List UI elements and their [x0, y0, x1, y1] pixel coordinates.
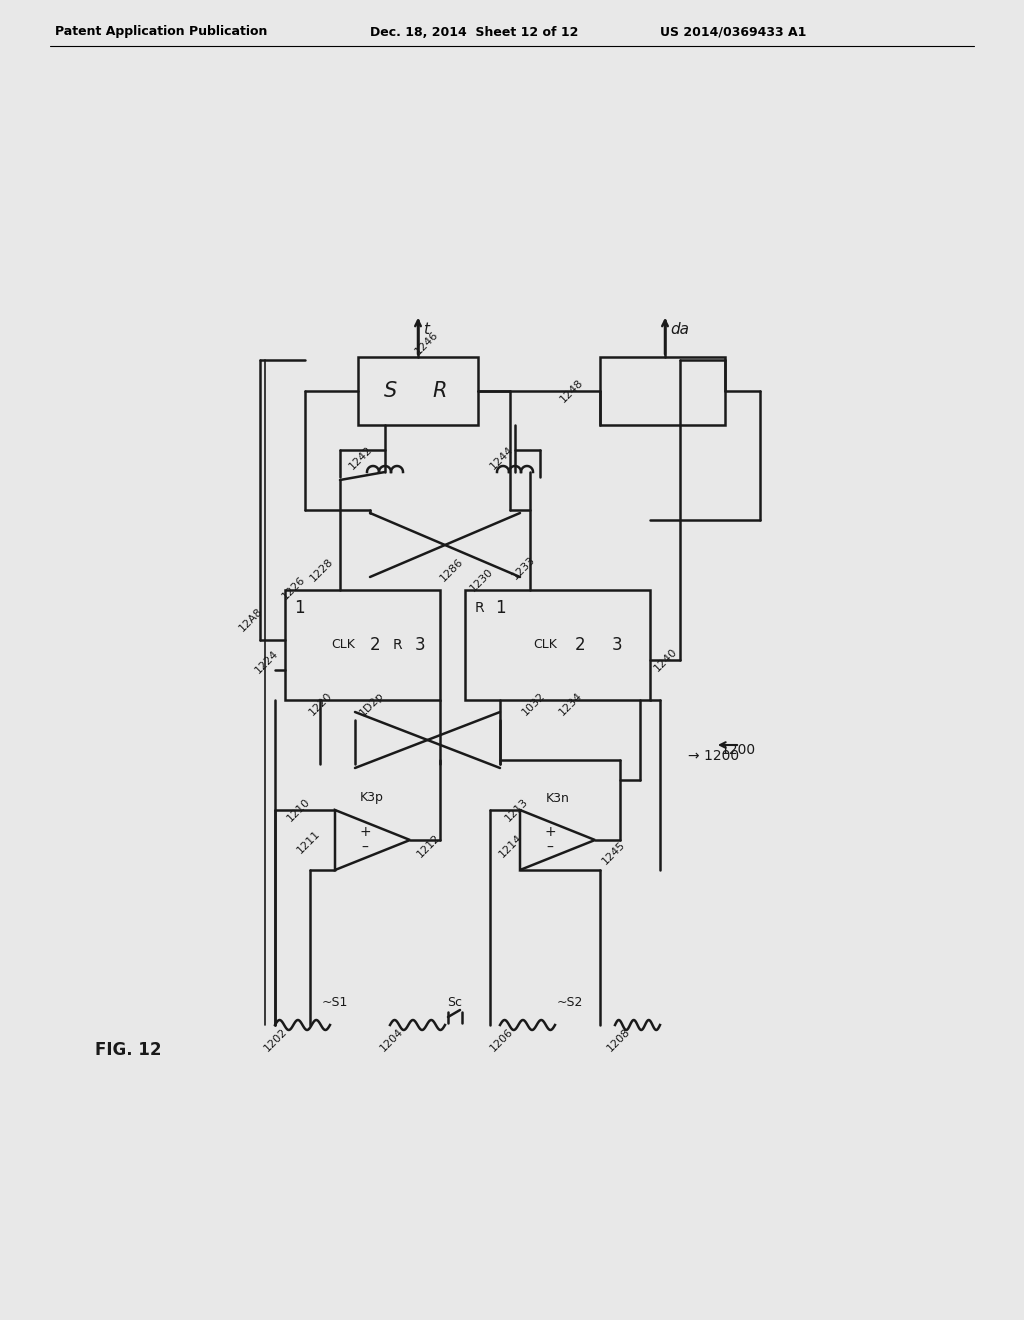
Bar [600, 356, 725, 425]
Text: 1: 1 [495, 599, 505, 616]
Bar [358, 356, 478, 425]
Text: 1D2p: 1D2p [358, 690, 386, 718]
Text: Sc: Sc [447, 995, 463, 1008]
Text: 1: 1 [294, 599, 304, 616]
Text: ~S1: ~S1 [322, 995, 348, 1008]
Text: 1244: 1244 [488, 445, 515, 471]
Text: 1224: 1224 [253, 648, 281, 676]
Text: 1245: 1245 [600, 840, 627, 866]
Text: 1210: 1210 [285, 796, 312, 824]
Text: 1208: 1208 [605, 1027, 632, 1053]
Text: R: R [433, 381, 447, 401]
Text: 1242: 1242 [347, 445, 374, 471]
Text: 1246: 1246 [413, 330, 440, 356]
Text: 1200: 1200 [720, 743, 755, 756]
Text: 1214: 1214 [497, 833, 524, 859]
Text: 1230: 1230 [468, 566, 495, 594]
Text: → 1200: → 1200 [688, 748, 739, 763]
Text: 2: 2 [370, 636, 380, 653]
Text: 1204: 1204 [378, 1027, 406, 1053]
Text: 1228: 1228 [308, 557, 335, 583]
Text: 3: 3 [611, 636, 623, 653]
Text: 1202: 1202 [262, 1027, 289, 1053]
Text: K3p: K3p [360, 792, 384, 804]
Text: –: – [361, 841, 369, 855]
Text: +: + [359, 825, 371, 840]
Text: da: da [670, 322, 689, 338]
Text: 1213: 1213 [503, 796, 530, 824]
Text: 1032: 1032 [520, 690, 547, 718]
Text: R: R [474, 601, 483, 615]
Text: R: R [392, 638, 401, 652]
Text: t: t [423, 322, 429, 338]
Text: 1212: 1212 [415, 833, 442, 859]
Text: US 2014/0369433 A1: US 2014/0369433 A1 [660, 25, 806, 38]
Bar [465, 590, 650, 700]
Text: CLK: CLK [534, 639, 557, 652]
Text: 1220: 1220 [307, 690, 334, 718]
Text: Dec. 18, 2014  Sheet 12 of 12: Dec. 18, 2014 Sheet 12 of 12 [370, 25, 579, 38]
Text: 1286: 1286 [438, 557, 465, 583]
Text: 1233: 1233 [510, 554, 537, 582]
Text: FIG. 12: FIG. 12 [95, 1041, 162, 1059]
Text: Patent Application Publication: Patent Application Publication [55, 25, 267, 38]
Text: CLK: CLK [331, 639, 355, 652]
Text: 1248: 1248 [558, 378, 585, 404]
Text: ~S2: ~S2 [557, 995, 584, 1008]
Text: 1234: 1234 [557, 690, 584, 718]
Text: –: – [547, 841, 553, 855]
Text: S: S [383, 381, 396, 401]
Text: 1206: 1206 [488, 1027, 515, 1053]
Text: K3n: K3n [546, 792, 570, 804]
Text: 2: 2 [574, 636, 586, 653]
Text: +: + [544, 825, 556, 840]
Text: 1211: 1211 [295, 829, 322, 855]
Text: 12A8: 12A8 [237, 606, 264, 634]
Text: 3: 3 [415, 636, 425, 653]
Text: 1240: 1240 [652, 647, 679, 673]
Text: 1226: 1226 [280, 574, 307, 602]
Bar [285, 590, 440, 700]
